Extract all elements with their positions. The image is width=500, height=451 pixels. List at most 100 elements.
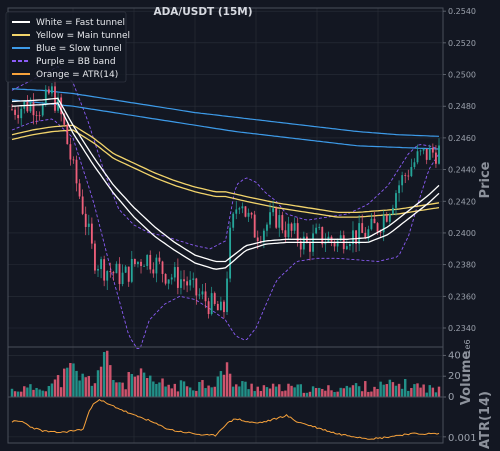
volume-bar (204, 388, 207, 397)
candle-body (17, 114, 20, 119)
candle-body (333, 241, 336, 247)
volume-bar (167, 384, 170, 397)
candle-body (201, 291, 204, 295)
candle-body (250, 212, 253, 215)
candle-body (219, 301, 222, 311)
volume-bar (253, 391, 256, 397)
volume-tick-label: 40 (448, 350, 461, 361)
volume-bar (434, 392, 438, 397)
volume-bar (152, 381, 155, 397)
candle-body (315, 227, 318, 234)
candle-body (293, 223, 296, 231)
candle-body (290, 223, 293, 231)
candle-body (72, 159, 75, 161)
candle-body (299, 241, 302, 250)
candle-body (155, 257, 158, 274)
candle-body (358, 223, 361, 245)
candle-body (253, 214, 256, 238)
volume-bar (99, 366, 103, 397)
volume-bar (339, 387, 342, 397)
volume-bar (351, 385, 355, 397)
volume-bar (118, 382, 121, 397)
candle-body (158, 257, 161, 262)
candle-body (115, 263, 118, 274)
candle-body (124, 266, 127, 273)
atr-panel-frame (7, 396, 444, 444)
volume-bar (284, 390, 287, 397)
volume-bar (299, 384, 302, 397)
legend-label: Yellow = Main tunnel (35, 31, 130, 41)
candle-body (106, 271, 109, 281)
volume-bar (321, 388, 324, 397)
price-tick-label: 0.2520 (448, 39, 476, 48)
volume-bar (308, 391, 312, 397)
price-tick-label: 0.2380 (448, 261, 476, 270)
candle-body (364, 232, 367, 239)
volume-bar (397, 383, 401, 397)
volume-bar (391, 382, 395, 397)
candle-body (413, 162, 416, 168)
candle-body (302, 236, 305, 250)
main-tunnel-lines (11, 124, 440, 218)
volume-bar (201, 380, 204, 397)
candle-body (75, 159, 78, 184)
legend-label: White = Fast tunnel (36, 18, 125, 28)
candle-body (78, 183, 81, 197)
candle-body (170, 277, 173, 280)
volume-bar (413, 384, 416, 397)
volume-bar (388, 379, 392, 397)
volume-bar (182, 381, 186, 397)
volume-bar (164, 386, 167, 397)
candle-body (66, 124, 69, 145)
atr-line (11, 398, 440, 440)
candle-body (425, 148, 428, 160)
volume-bar (20, 391, 23, 397)
candle-body (438, 145, 440, 164)
legend: White = Fast tunnel Yellow = Main tunnel B… (5, 11, 130, 83)
candle-body (143, 265, 146, 267)
volume-bar (66, 367, 69, 397)
volume-bar (376, 388, 379, 397)
candle-body (404, 175, 407, 176)
atr-tick-label: 0.001 (448, 433, 477, 444)
volume-bar (87, 375, 91, 397)
volume-bar (250, 383, 253, 397)
volume-bar (130, 374, 134, 397)
candle-body (229, 227, 232, 279)
candle-body (318, 226, 321, 228)
candle-body (348, 244, 351, 247)
candle-body (382, 215, 385, 233)
volume-bar (296, 384, 299, 397)
volume-bar (47, 386, 51, 397)
price-tick-label: 0.2340 (448, 324, 476, 333)
volume-bar (16, 391, 20, 397)
volume-scale-label: 1e6 (463, 339, 472, 354)
candle-body (419, 150, 422, 152)
slow-tunnel-line (11, 99, 440, 150)
candle-body (395, 193, 397, 208)
legend-label: Orange = ATR(14) (36, 70, 118, 80)
volume-bar (256, 386, 259, 397)
candle-body (370, 218, 373, 230)
candle-body (336, 240, 339, 247)
volume-bar (69, 362, 72, 397)
candle-body (216, 303, 219, 311)
volume-bar (149, 375, 152, 397)
candle-body (410, 167, 413, 177)
candle-body (35, 115, 38, 116)
candle-body (416, 151, 419, 163)
volume-bar (345, 385, 349, 397)
candle-body (41, 104, 44, 116)
candle-body (183, 279, 185, 282)
bb-upper-line (11, 66, 440, 250)
volume-tick-label: 0 (448, 392, 454, 403)
volume-bar (330, 390, 333, 397)
price-axis-ticks: 0.2540 0.2520 0.2500 0.2480 0.2460 0.2440 0.24… (443, 7, 476, 333)
volume-bar (173, 383, 177, 397)
candle-body (422, 148, 425, 151)
volume-bar (161, 378, 164, 397)
candle-body (355, 230, 357, 245)
volume-bar (278, 384, 281, 397)
volume-bar (431, 387, 435, 397)
price-axis-label: Price (478, 161, 493, 198)
